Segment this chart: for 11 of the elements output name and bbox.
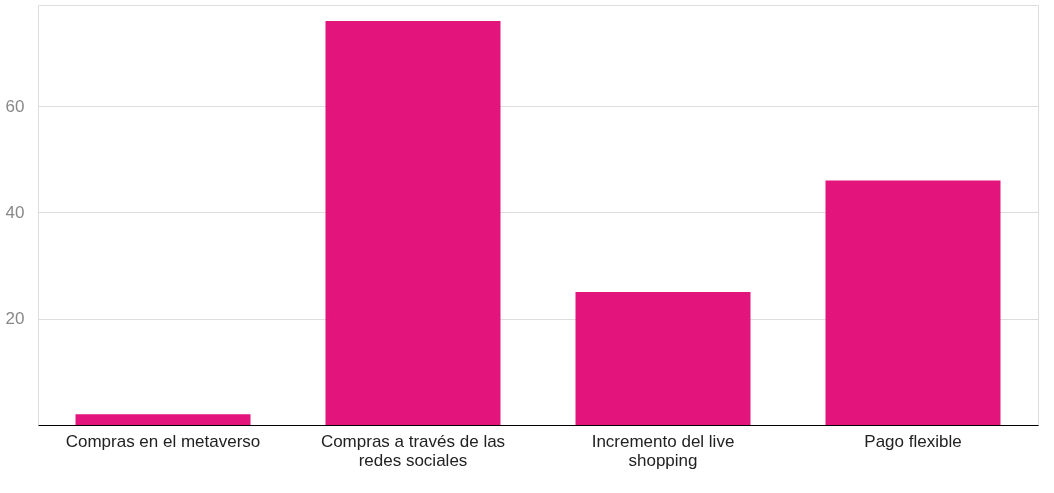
x-tick-label: Incremento del live shopping: [591, 431, 735, 470]
x-tick-label: Compras a través de las redes sociales: [320, 431, 506, 470]
y-tick-label: 40: [5, 202, 25, 222]
y-tick-label: 20: [5, 309, 25, 329]
y-tick-label: 60: [5, 96, 25, 116]
bar: [75, 414, 251, 425]
bar: [325, 20, 501, 425]
x-tick-label: Compras en el metaverso: [65, 431, 261, 451]
bar: [825, 180, 1001, 425]
bar: [575, 292, 751, 425]
x-tick-label: Pago flexible: [864, 431, 962, 451]
